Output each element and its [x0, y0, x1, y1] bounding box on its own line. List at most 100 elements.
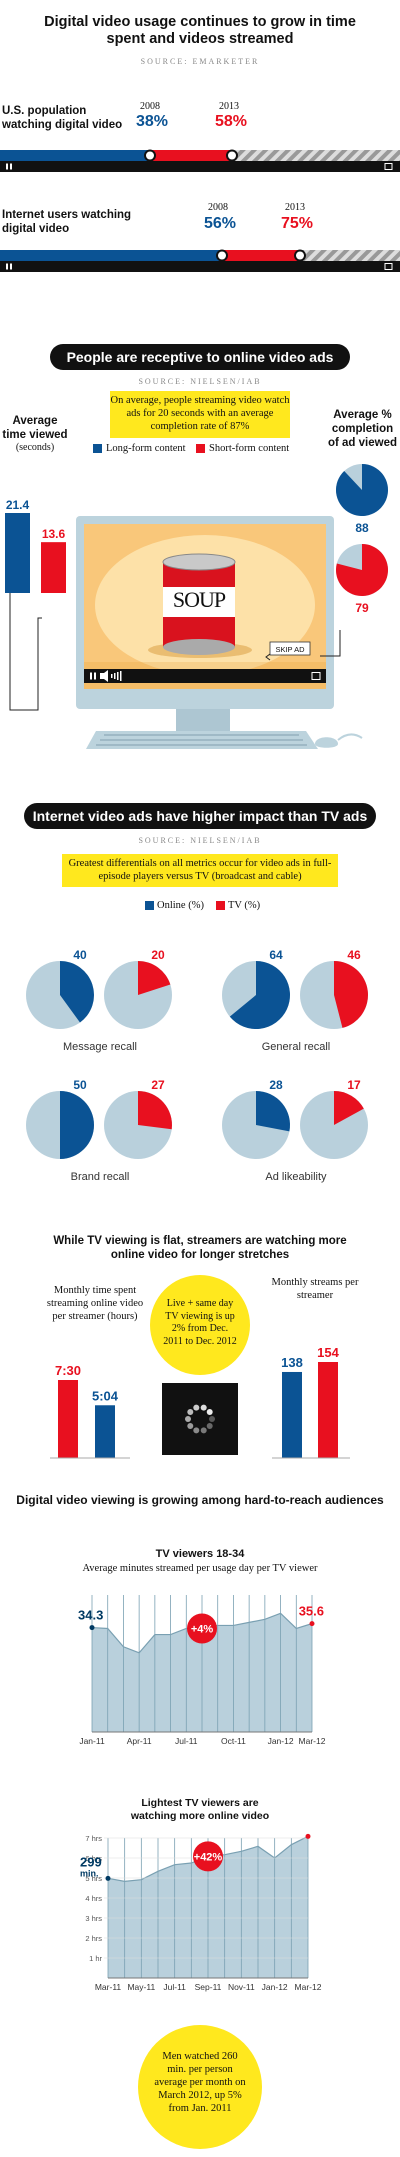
s4-title: While TV viewing is flat, streamers are … — [53, 1235, 347, 1261]
s2-bar-0 — [5, 513, 30, 593]
s6-circle — [138, 2025, 262, 2149]
legend-short-swatch — [196, 444, 205, 453]
s2-right-title: Average % completion of ad viewed — [327, 409, 398, 449]
legend-short-label: Short-form content — [209, 443, 290, 454]
s3-online-label-0: 40 — [73, 948, 87, 962]
ytick-3: 4 hrs — [85, 1894, 102, 1903]
s3-category-3: Ad likeability — [265, 1171, 327, 1183]
s2-pie-0-slice — [336, 464, 388, 516]
s2-pie-1-slice — [336, 544, 388, 596]
loader-dot-8 — [200, 1404, 207, 1411]
chart1-subtitle: Average minutes streamed per usage day p… — [82, 1563, 318, 1574]
xtick-4: Jan-12 — [268, 1736, 294, 1746]
s2-bar-label-0: 21.4 — [6, 498, 30, 512]
legend-long-label: Long-form content — [106, 443, 186, 454]
s1-bar1-label: U.S. population watching digital video — [2, 105, 123, 131]
s1-bar2-y1: 2008 — [208, 202, 228, 213]
end-dot — [309, 1621, 315, 1627]
s1-bar2-v2: 75% — [281, 215, 314, 232]
s4-bar-label-1: 5:04 — [92, 1388, 119, 1403]
s3-tv-label-0: 20 — [151, 948, 165, 962]
s3-online-label-3: 28 — [269, 1078, 283, 1092]
start-label-0: 299 — [80, 1854, 102, 1869]
change-badge — [187, 1613, 217, 1644]
xtick-4: Nov-11 — [228, 1982, 255, 1992]
s4-left-title: Monthly time spent streaming online vide… — [46, 1285, 144, 1322]
s1-bar1-v1: 38% — [136, 113, 169, 130]
xtick-0: Mar-11 — [95, 1982, 122, 1992]
s4-bar-label-3: 154 — [317, 1345, 339, 1360]
legend-long-swatch — [93, 444, 102, 453]
s4-bar-1 — [95, 1405, 115, 1458]
s2-left-sub: (seconds) — [15, 442, 55, 453]
s3-online-pie-2-slice — [60, 1091, 94, 1159]
soup-label: SOUP — [172, 587, 226, 612]
loader-dot-9 — [206, 1408, 213, 1415]
loader-dot-2 — [200, 1427, 207, 1434]
connector-left — [9, 593, 42, 711]
loader-dot-1 — [206, 1423, 213, 1430]
legend-tv-label: TV (%) — [228, 900, 261, 911]
s1-bar2-y2: 2013 — [285, 202, 305, 213]
s4-bar-3 — [318, 1362, 338, 1458]
s2-source: SOURCE: NIELSEN/IAB — [138, 377, 262, 386]
s1-bar2-player — [0, 249, 400, 272]
s4-bar-2 — [282, 1371, 302, 1458]
s3-tv-pie-1-slice — [334, 961, 368, 1028]
s3-tv-label-2: 27 — [151, 1078, 165, 1092]
s1-bar1-player — [0, 149, 400, 172]
xtick-3: Sep-11 — [195, 1982, 222, 1992]
s1-bar1-segment-red — [150, 150, 232, 161]
mouse — [315, 737, 338, 748]
change-label: +42% — [194, 1851, 223, 1863]
xtick-5: Mar-12 — [299, 1736, 326, 1746]
s3-online-label-2: 50 — [73, 1078, 87, 1092]
loader-dot-0 — [209, 1416, 215, 1422]
s4-loading-box — [162, 1383, 238, 1455]
xtick-3: Oct-11 — [221, 1736, 246, 1746]
start-label-1: min. — [80, 1868, 99, 1878]
xtick-6: Mar-12 — [295, 1982, 322, 1992]
s2-pie-label-1: 79 — [355, 601, 369, 615]
legend-online-label: Online (%) — [157, 900, 204, 911]
s2-illustration — [9, 516, 363, 749]
s3-online-pie-0-slice — [60, 961, 94, 1023]
area-chart-tv-viewers: Jan-11 Apr-11 Jul-11 Oct-11 Jan-12 Mar-12 34.3… — [78, 1595, 326, 1746]
loader-dot-7 — [193, 1404, 200, 1411]
loader-dot-3 — [193, 1427, 200, 1434]
start-dot — [89, 1625, 95, 1631]
s3-source: SOURCE: NIELSEN/IAB — [138, 836, 262, 845]
s3-impact-pies: 40 20 Message recall 64 46 General recall 50 27… — [26, 948, 368, 1183]
s3-online-pie-1-slice — [229, 961, 290, 1029]
end-dot — [305, 1833, 311, 1839]
chart2-title: Lightest TV viewers are watching more on… — [130, 1797, 270, 1822]
change-label: +4% — [191, 1623, 214, 1635]
s3-tv-pie-0-slice — [138, 961, 171, 995]
s3-tv-pie-3-slice — [334, 1091, 364, 1125]
s3-category-2: Brand recall — [71, 1171, 130, 1183]
ytick-2: 3 hrs — [85, 1914, 102, 1923]
loader-dot-4 — [187, 1423, 194, 1430]
start-label-0: 34.3 — [78, 1608, 103, 1623]
legend-online-swatch — [145, 901, 154, 910]
s4-bar-label-2: 138 — [281, 1355, 303, 1370]
s3-tv-label-1: 46 — [347, 948, 361, 962]
s1-source: SOURCE: EMARKETER — [140, 57, 260, 66]
s6-circle-text: Men watched 260 min. per person average … — [154, 2051, 246, 2114]
skip-ad-label[interactable]: SKIP AD — [275, 645, 305, 654]
connector-right — [320, 630, 341, 657]
end-label-0: 35.6 — [299, 1604, 324, 1619]
area-chart-lightest-viewers: Mar-11 May-11 Jul-11 Sep-11 Nov-11 Jan-12 Mar-… — [80, 1822, 322, 1992]
s5-title: Digital video viewing is growing among h… — [16, 1493, 384, 1507]
xtick-1: May-11 — [127, 1982, 155, 1992]
ytick-1: 2 hrs — [85, 1934, 102, 1943]
s3-online-pie-3-slice — [256, 1091, 290, 1132]
s1-title: Digital video usage continues to grow in… — [44, 14, 356, 47]
video-controls — [84, 669, 326, 683]
s2-banner: People are receptive to online video ads — [50, 344, 350, 370]
loader-dot-5 — [185, 1416, 191, 1422]
s2-bar-1 — [41, 542, 66, 593]
s1-bar2-label: Internet users watching digital video — [2, 209, 132, 235]
ytick-4: 5 hrs — [85, 1874, 102, 1883]
change-badge — [193, 1841, 223, 1872]
